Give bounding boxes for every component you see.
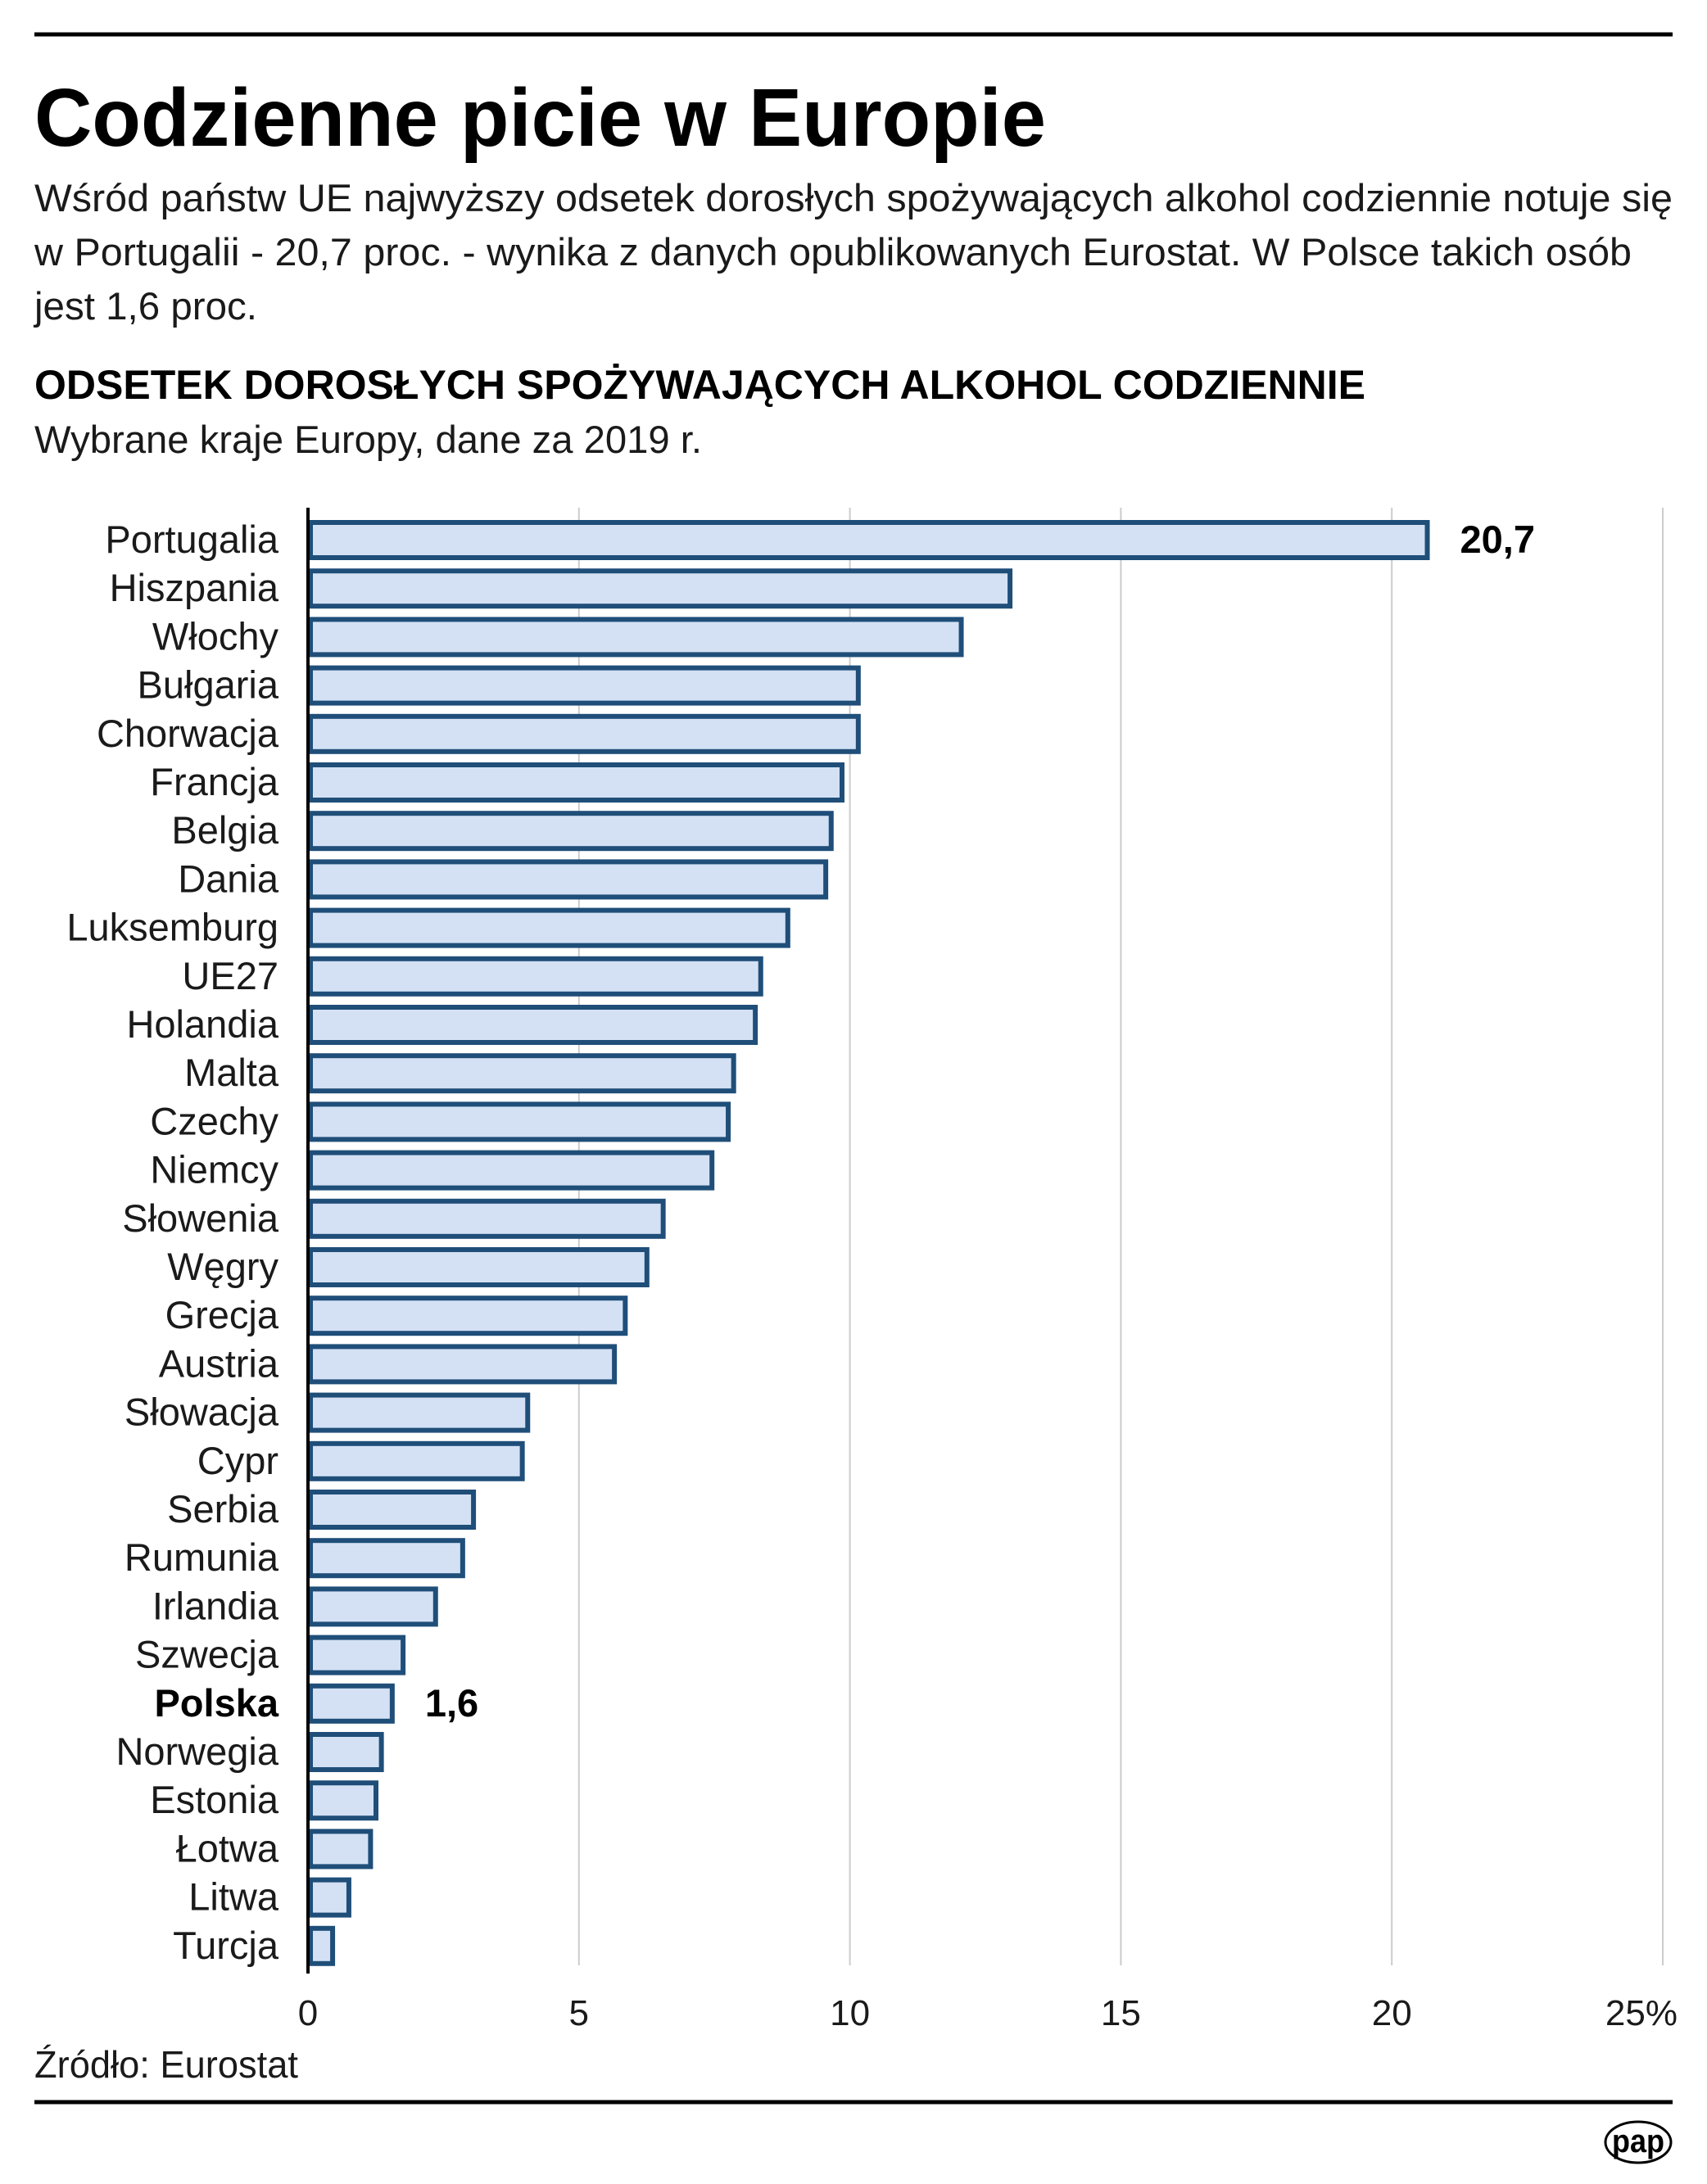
category-label-wegry: Węgry	[167, 1245, 278, 1288]
pap-logo-icon: pap	[1604, 2120, 1673, 2164]
x-tick-label-5: 5	[569, 1993, 589, 2033]
category-label-luksemburg: Luksemburg	[66, 906, 278, 949]
x-tick-label-20: 20	[1372, 1993, 1412, 2033]
description-line-3: jest 1,6 proc.	[33, 284, 257, 328]
description-line-2: w Portugalii - 20,7 proc. - wynika z dan…	[34, 230, 1632, 274]
category-label-wlochy: Włochy	[152, 614, 279, 658]
category-label-litwa: Litwa	[188, 1875, 279, 1919]
x-tick-label-10: 10	[830, 1993, 870, 2033]
bar-szwecja	[308, 1635, 406, 1675]
bar-hiszpania	[308, 568, 1013, 609]
category-label-ue27: UE27	[182, 954, 278, 997]
bar-turcja	[308, 1925, 336, 1966]
category-label-grecja: Grecja	[165, 1293, 279, 1336]
bar-luksemburg	[308, 907, 790, 948]
bar-norwegia	[308, 1732, 384, 1772]
bar-cypr	[308, 1440, 525, 1481]
category-label-slowacja: Słowacja	[125, 1390, 279, 1434]
category-label-chorwacja: Chorwacja	[97, 712, 279, 755]
bars	[308, 520, 1430, 1966]
category-label-turcja: Turcja	[173, 1924, 279, 1967]
bar-grecja	[308, 1295, 628, 1336]
category-label-rumunia: Rumunia	[125, 1535, 279, 1579]
x-axis-tick-labels: 0 5 10 15 20 25%	[298, 1993, 1678, 2033]
x-tick-label-0: 0	[298, 1993, 318, 2033]
bar-ue27	[308, 956, 763, 997]
data-label-polska: 1,6	[425, 1681, 478, 1725]
bar-wegry	[308, 1247, 650, 1287]
x-tick-label-25: 25%	[1605, 1993, 1678, 2033]
category-label-serbia: Serbia	[167, 1487, 279, 1531]
category-label-estonia: Estonia	[150, 1778, 279, 1821]
category-label-dania: Dania	[178, 857, 279, 900]
bar-niemcy	[308, 1150, 715, 1191]
category-label-lotwa: Łotwa	[176, 1826, 279, 1870]
bar-czechy	[308, 1101, 731, 1142]
category-label-szwecja: Szwecja	[135, 1633, 279, 1676]
x-tick-label-15: 15	[1101, 1993, 1141, 2033]
category-label-francja: Francja	[150, 760, 279, 803]
bar-austria	[308, 1344, 618, 1385]
category-label-niemcy: Niemcy	[150, 1148, 278, 1191]
category-label-belgia: Belgia	[171, 808, 279, 852]
bar-lotwa	[308, 1829, 374, 1870]
category-label-polska: Polska	[154, 1681, 278, 1725]
category-label-bulgaria: Bułgaria	[138, 663, 279, 707]
bar-francja	[308, 762, 844, 803]
category-label-hiszpania: Hiszpania	[110, 566, 279, 609]
bar-bulgaria	[308, 665, 861, 706]
bar-holandia	[308, 1005, 758, 1045]
bar-wlochy	[308, 617, 964, 658]
pap-logo-ellipse	[1604, 2120, 1673, 2164]
bar-malta	[308, 1053, 736, 1094]
bar-irlandia	[308, 1586, 438, 1627]
category-label-norwegia: Norwegia	[115, 1730, 278, 1773]
bar-polska	[308, 1683, 395, 1724]
chart-subtitle: Wybrane kraje Europy, dane za 2019 r.	[34, 418, 702, 461]
bar-slowacja	[308, 1392, 531, 1433]
pap-logo-text: pap	[1612, 2123, 1664, 2159]
description-line-1: Wśród państw UE najwyższy odsetek dorosł…	[34, 176, 1673, 219]
category-labels: Portugalia Hiszpania Włochy Bułgaria Chorwac…	[66, 518, 279, 1967]
bar-belgia	[308, 811, 834, 852]
category-label-cypr: Cypr	[197, 1439, 278, 1482]
source-note: Źródło: Eurostat	[34, 2043, 298, 2086]
category-label-malta: Malta	[184, 1051, 279, 1094]
category-label-slowenia: Słowenia	[122, 1196, 279, 1240]
category-label-irlandia: Irlandia	[152, 1584, 279, 1627]
category-label-holandia: Holandia	[126, 1002, 278, 1046]
bar-dania	[308, 859, 829, 900]
page-title: Codzienne picie w Europie	[34, 72, 1046, 164]
category-label-portugalia: Portugalia	[105, 518, 278, 561]
data-labels: 20,7 1,6	[425, 518, 1535, 1725]
bar-litwa	[308, 1877, 351, 1918]
bar-rumunia	[308, 1538, 465, 1579]
data-label-portugalia: 20,7	[1460, 518, 1535, 561]
category-label-austria: Austria	[159, 1341, 279, 1385]
chart-title: ODSETEK DOROSŁYCH SPOŻYWAJĄCYCH ALKOHOL …	[34, 362, 1365, 408]
bar-estonia	[308, 1780, 379, 1821]
category-label-czechy: Czechy	[150, 1099, 278, 1142]
bar-serbia	[308, 1490, 477, 1530]
bar-portugalia	[308, 520, 1430, 560]
bar-chorwacja	[308, 713, 861, 754]
bar-slowenia	[308, 1198, 666, 1239]
